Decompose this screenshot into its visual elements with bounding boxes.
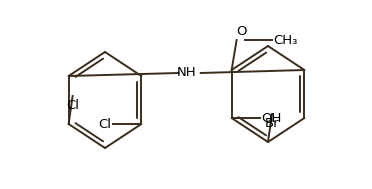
Text: Br: Br <box>265 117 279 130</box>
Text: CH₃: CH₃ <box>274 33 298 46</box>
Text: NH: NH <box>177 67 196 80</box>
Text: Cl: Cl <box>98 118 111 130</box>
Text: OH: OH <box>262 112 282 125</box>
Text: O: O <box>237 25 247 38</box>
Text: Cl: Cl <box>66 99 79 112</box>
